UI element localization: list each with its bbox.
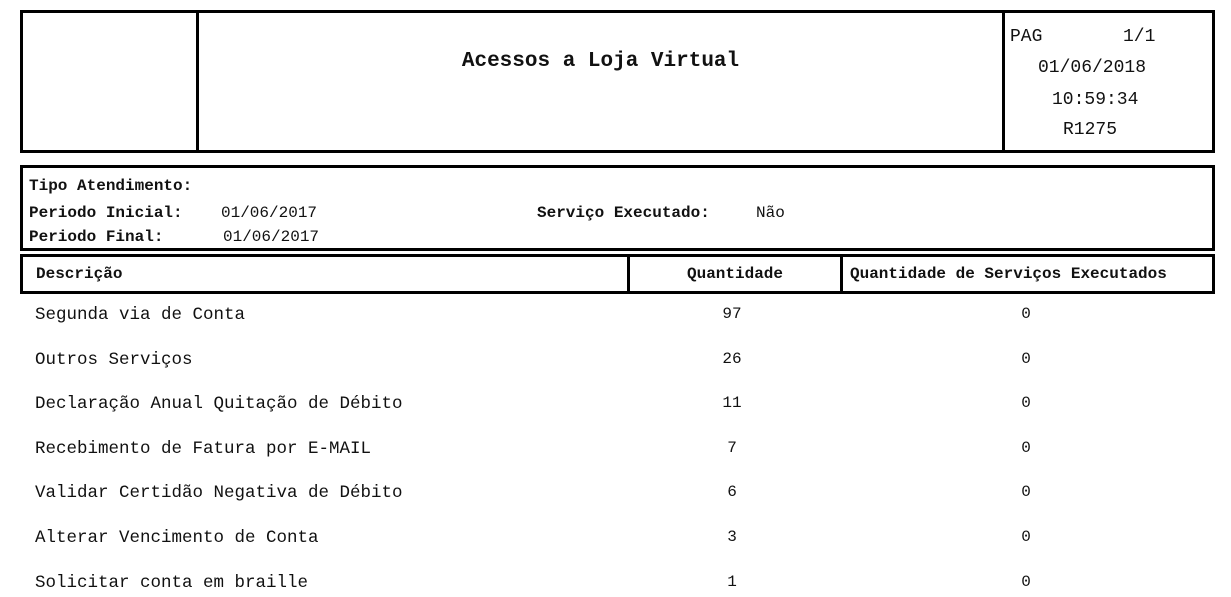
- final-label: Periodo Final:: [29, 228, 164, 246]
- report-header: Acessos a Loja Virtual PAG 1/1 01/06/201…: [20, 10, 1215, 153]
- report-date: 01/06/2018: [1038, 58, 1147, 78]
- table-row: Alterar Vencimento de Conta 3 0: [0, 528, 1231, 552]
- filters-box: Tipo Atendimento: Periodo Inicial: 01/06…: [20, 165, 1215, 251]
- cell-quantidade: 6: [727, 483, 737, 502]
- divider: [627, 257, 630, 291]
- cell-servicos: 0: [1021, 572, 1031, 591]
- table-row: Recebimento de Fatura por E-MAIL 7 0: [0, 439, 1231, 463]
- cell-descricao: Solicitar conta em braille: [35, 572, 309, 593]
- cell-servicos: 0: [1021, 528, 1031, 546]
- table-row: Validar Certidão Negativa de Débito 6 0: [0, 483, 1231, 507]
- cell-servicos: 0: [1021, 483, 1031, 502]
- cell-servicos: 0: [1021, 438, 1031, 457]
- table-row: Solicitar conta em braille 1 0: [0, 573, 1231, 597]
- inicial-value: 01/06/2017: [221, 204, 318, 222]
- cell-descricao: Declaração Anual Quitação de Débito: [35, 394, 403, 415]
- servico-label: Serviço Executado:: [537, 204, 710, 222]
- page-number: 1/1: [1123, 27, 1156, 47]
- cell-quantidade: 26: [722, 349, 742, 368]
- final-value: 01/06/2017: [223, 228, 320, 246]
- cell-servicos: 0: [1021, 349, 1031, 368]
- cell-quantidade: 3: [727, 528, 737, 546]
- inicial-label: Periodo Inicial:: [29, 204, 183, 222]
- cell-descricao: Alterar Vencimento de Conta: [35, 528, 319, 548]
- column-header-servicos: Quantidade de Serviços Executados: [850, 265, 1167, 283]
- divider: [196, 13, 199, 150]
- table-row: Declaração Anual Quitação de Débito 11 0: [0, 394, 1231, 418]
- cell-descricao: Recebimento de Fatura por E-MAIL: [35, 438, 372, 459]
- cell-quantidade: 11: [722, 394, 742, 413]
- cell-descricao: Segunda via de Conta: [35, 305, 246, 325]
- servico-value: Não: [756, 204, 785, 222]
- cell-quantidade: 7: [727, 438, 737, 457]
- report-code: R1275: [1063, 120, 1118, 140]
- page-label: PAG: [1010, 27, 1043, 47]
- report-time: 10:59:34: [1052, 90, 1139, 110]
- cell-servicos: 0: [1021, 394, 1031, 413]
- table-row: Outros Serviços 26 0: [0, 350, 1231, 374]
- tipo-label: Tipo Atendimento:: [29, 177, 193, 195]
- column-header-descricao: Descrição: [36, 265, 123, 283]
- cell-descricao: Validar Certidão Negativa de Débito: [35, 483, 403, 504]
- table-header: Descrição Quantidade Quantidade de Servi…: [20, 254, 1215, 294]
- divider: [840, 257, 843, 291]
- column-header-quantidade: Quantidade: [686, 265, 783, 283]
- cell-quantidade: 97: [722, 305, 742, 323]
- cell-servicos: 0: [1021, 305, 1031, 323]
- report-title: Acessos a Loja Virtual: [461, 50, 740, 73]
- divider: [1002, 13, 1005, 150]
- cell-descricao: Outros Serviços: [35, 349, 193, 370]
- table-row: Segunda via de Conta 97 0: [0, 305, 1231, 329]
- cell-quantidade: 1: [727, 572, 737, 591]
